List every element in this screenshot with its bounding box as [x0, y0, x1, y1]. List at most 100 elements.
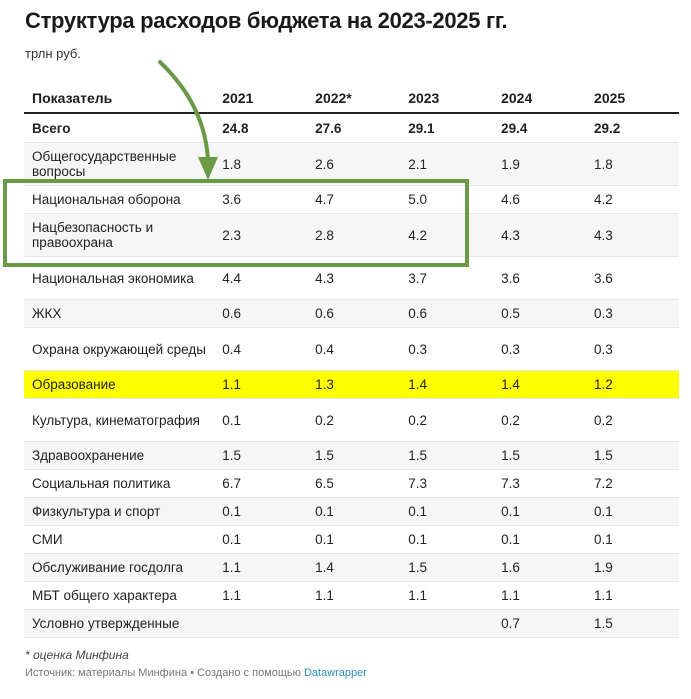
cell-2021: 1.1	[214, 581, 308, 610]
cell-2022: 1.1	[307, 581, 401, 610]
table-header-row: Показатель 2021 2022* 2023 2024 2025	[24, 84, 679, 114]
column-header-indicator[interactable]: Показатель	[24, 84, 215, 114]
row-label: Культура, кинематография	[24, 398, 215, 442]
table-row: Общегосударственные вопросы 1.8 2.6 2.1 …	[24, 142, 679, 186]
cell-2021: 24.8	[214, 113, 308, 143]
cell-2025: 0.3	[586, 327, 679, 371]
cell-2025: 29.2	[586, 113, 679, 143]
cell-2024: 29.4	[493, 113, 587, 143]
cell-2024: 0.5	[493, 299, 587, 328]
cell-2022: 2.6	[307, 142, 401, 186]
cell-2024: 0.1	[493, 497, 587, 526]
source-text: Источник: материалы Минфина • Создано с …	[25, 667, 304, 679]
column-header-2021[interactable]: 2021	[214, 84, 308, 114]
cell-2022: 4.3	[307, 256, 401, 300]
cell-2021: 1.1	[214, 553, 308, 582]
table-row-total: Всего 24.8 27.6 29.1 29.4 29.2	[24, 113, 679, 143]
page-title: Структура расходов бюджета на 2023-2025 …	[25, 8, 508, 33]
row-label: Условно утвержденные	[24, 609, 215, 638]
row-label: Здравоохранение	[24, 441, 215, 470]
cell-2021: 0.4	[214, 327, 308, 371]
cell-2025: 3.6	[586, 256, 679, 300]
cell-2022: 0.1	[307, 525, 401, 554]
cell-2023: 4.2	[400, 213, 494, 257]
cell-2023: 0.2	[400, 398, 494, 442]
cell-2024: 0.1	[493, 525, 587, 554]
cell-2022	[307, 609, 401, 638]
row-label: Охрана окружающей среды	[24, 327, 215, 371]
table-row: СМИ 0.1 0.1 0.1 0.1 0.1	[24, 525, 679, 554]
cell-2022: 1.5	[307, 441, 401, 470]
source-line: Источник: материалы Минфина • Создано с …	[25, 667, 367, 679]
cell-2024: 1.6	[493, 553, 587, 582]
cell-2021: 4.4	[214, 256, 308, 300]
table-row: Условно утвержденные 0.7 1.5	[24, 609, 679, 638]
cell-2025: 7.2	[586, 469, 679, 498]
cell-2025: 1.2	[586, 370, 679, 399]
column-header-2023[interactable]: 2023	[400, 84, 494, 114]
cell-2023: 2.1	[400, 142, 494, 186]
cell-2023: 1.4	[400, 370, 494, 399]
cell-2024: 4.3	[493, 213, 587, 257]
cell-2024: 0.7	[493, 609, 587, 638]
cell-2025: 1.5	[586, 609, 679, 638]
cell-2024: 0.3	[493, 327, 587, 371]
cell-2025: 1.8	[586, 142, 679, 186]
cell-2025: 0.3	[586, 299, 679, 328]
cell-2023: 1.5	[400, 553, 494, 582]
cell-2021: 0.1	[214, 525, 308, 554]
cell-2021: 2.3	[214, 213, 308, 257]
cell-2025: 1.1	[586, 581, 679, 610]
cell-2024: 1.5	[493, 441, 587, 470]
row-label: МБТ общего характера	[24, 581, 215, 610]
footnote: * оценка Минфина	[25, 648, 129, 662]
budget-table: Показатель 2021 2022* 2023 2024 2025 Все…	[24, 84, 679, 638]
cell-2023	[400, 609, 494, 638]
cell-2022: 1.4	[307, 553, 401, 582]
row-label: Физкультура и спорт	[24, 497, 215, 526]
cell-2025: 1.5	[586, 441, 679, 470]
cell-2025: 4.3	[586, 213, 679, 257]
cell-2021: 1.5	[214, 441, 308, 470]
cell-2022: 1.3	[307, 370, 401, 399]
cell-2022: 0.4	[307, 327, 401, 371]
table-row: Национальная экономика 4.4 4.3 3.7 3.6 3…	[24, 256, 679, 300]
column-header-2022[interactable]: 2022*	[307, 84, 401, 114]
cell-2023: 5.0	[400, 185, 494, 214]
cell-2022: 6.5	[307, 469, 401, 498]
table-row: Социальная политика 6.7 6.5 7.3 7.3 7.2	[24, 469, 679, 498]
column-header-2024[interactable]: 2024	[493, 84, 587, 114]
datawrapper-link[interactable]: Datawrapper	[303, 667, 367, 679]
row-label: Нацбезопасность и правоохрана	[24, 213, 215, 257]
table-row: МБТ общего характера 1.1 1.1 1.1 1.1 1.1	[24, 581, 679, 610]
cell-2022: 0.6	[307, 299, 401, 328]
cell-2023: 0.6	[400, 299, 494, 328]
column-header-2025[interactable]: 2025	[586, 84, 679, 114]
cell-2025: 0.2	[586, 398, 679, 442]
table-row: Охрана окружающей среды 0.4 0.4 0.3 0.3 …	[24, 327, 679, 371]
cell-2023: 3.7	[400, 256, 494, 300]
cell-2023: 29.1	[400, 113, 494, 143]
cell-2021: 3.6	[214, 185, 308, 214]
cell-2024: 1.1	[493, 581, 587, 610]
cell-2022: 4.7	[307, 185, 401, 214]
cell-2025: 0.1	[586, 525, 679, 554]
table-row: Культура, кинематография 0.1 0.2 0.2 0.2…	[24, 398, 679, 442]
cell-2022: 2.8	[307, 213, 401, 257]
row-label: Обслуживание госдолга	[24, 553, 215, 582]
row-label: Всего	[24, 113, 215, 143]
cell-2022: 27.6	[307, 113, 401, 143]
table-row: Обслуживание госдолга 1.1 1.4 1.5 1.6 1.…	[24, 553, 679, 582]
row-label: Общегосударственные вопросы	[24, 142, 215, 186]
table-row: Здравоохранение 1.5 1.5 1.5 1.5 1.5	[24, 441, 679, 470]
cell-2025: 1.9	[586, 553, 679, 582]
cell-2022: 0.2	[307, 398, 401, 442]
row-label: Образование	[24, 370, 215, 399]
cell-2024: 4.6	[493, 185, 587, 214]
cell-2023: 1.5	[400, 441, 494, 470]
cell-2021: 6.7	[214, 469, 308, 498]
table-row-education-highlighted: Образование 1.1 1.3 1.4 1.4 1.2	[24, 370, 679, 399]
cell-2021: 0.6	[214, 299, 308, 328]
units-subtitle: трлн руб.	[25, 46, 81, 61]
cell-2023: 0.3	[400, 327, 494, 371]
